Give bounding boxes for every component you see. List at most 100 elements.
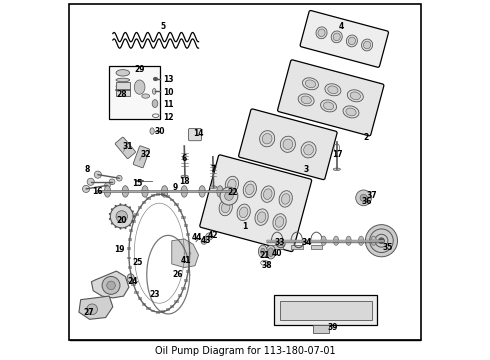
Bar: [184, 224, 188, 227]
FancyBboxPatch shape: [189, 129, 201, 141]
Circle shape: [111, 208, 113, 210]
Bar: [138, 206, 142, 209]
Ellipse shape: [305, 80, 316, 87]
Ellipse shape: [161, 186, 168, 197]
Ellipse shape: [257, 212, 266, 222]
Circle shape: [115, 226, 117, 228]
Bar: [174, 300, 179, 303]
Bar: [151, 310, 155, 312]
Circle shape: [201, 239, 207, 244]
Bar: [109, 66, 160, 119]
Circle shape: [224, 192, 233, 201]
Text: 9: 9: [172, 183, 178, 192]
Text: 15: 15: [133, 179, 143, 188]
Ellipse shape: [199, 186, 205, 197]
Text: 36: 36: [361, 197, 372, 206]
Text: 42: 42: [208, 231, 218, 240]
Ellipse shape: [331, 31, 342, 43]
Text: 10: 10: [163, 88, 173, 97]
Ellipse shape: [261, 248, 265, 255]
Polygon shape: [273, 295, 377, 325]
Ellipse shape: [262, 134, 272, 144]
Circle shape: [133, 215, 135, 217]
Ellipse shape: [243, 181, 256, 198]
Ellipse shape: [260, 131, 275, 147]
Ellipse shape: [325, 84, 341, 96]
Bar: [186, 270, 190, 273]
Ellipse shape: [333, 236, 339, 246]
Text: 1: 1: [243, 222, 247, 231]
Bar: [134, 213, 139, 216]
Text: 37: 37: [367, 190, 377, 199]
Bar: [147, 307, 150, 310]
Ellipse shape: [122, 186, 128, 197]
Text: 24: 24: [127, 277, 138, 286]
Circle shape: [132, 211, 134, 212]
FancyBboxPatch shape: [300, 10, 389, 67]
Text: 28: 28: [117, 90, 127, 99]
Polygon shape: [79, 296, 113, 319]
Ellipse shape: [142, 186, 148, 197]
Text: 21: 21: [259, 251, 270, 260]
Bar: [170, 305, 174, 308]
Ellipse shape: [328, 86, 338, 94]
Circle shape: [87, 178, 94, 185]
Text: 40: 40: [272, 249, 282, 258]
Text: 19: 19: [114, 245, 124, 254]
Polygon shape: [92, 271, 129, 298]
Bar: [166, 309, 170, 311]
Bar: [166, 195, 170, 198]
Ellipse shape: [228, 179, 236, 190]
Bar: [127, 266, 132, 269]
Text: 43: 43: [200, 236, 211, 245]
Ellipse shape: [116, 85, 130, 88]
FancyBboxPatch shape: [277, 60, 384, 136]
Bar: [184, 279, 188, 282]
Bar: [127, 257, 131, 260]
Ellipse shape: [104, 186, 111, 197]
Circle shape: [369, 229, 393, 252]
Circle shape: [115, 205, 117, 207]
Text: 32: 32: [141, 150, 151, 159]
Text: 8: 8: [84, 165, 90, 174]
Ellipse shape: [273, 214, 286, 230]
Bar: [156, 193, 160, 196]
Bar: [178, 209, 182, 212]
Text: 5: 5: [160, 22, 166, 31]
Ellipse shape: [283, 139, 293, 149]
Text: 27: 27: [83, 308, 94, 317]
Ellipse shape: [333, 168, 341, 171]
Ellipse shape: [316, 27, 327, 39]
Bar: [174, 203, 179, 206]
Ellipse shape: [347, 90, 363, 102]
Ellipse shape: [181, 186, 188, 197]
Text: 25: 25: [133, 258, 143, 267]
Circle shape: [129, 206, 131, 208]
Circle shape: [379, 238, 384, 244]
Circle shape: [132, 220, 134, 222]
Bar: [187, 242, 192, 245]
Ellipse shape: [298, 94, 314, 106]
Text: 34: 34: [301, 238, 312, 247]
Text: 41: 41: [181, 256, 191, 265]
Ellipse shape: [318, 29, 325, 37]
Bar: [291, 245, 302, 249]
Ellipse shape: [240, 207, 248, 217]
Polygon shape: [172, 239, 198, 267]
Ellipse shape: [321, 236, 326, 246]
Bar: [181, 287, 186, 290]
Polygon shape: [280, 301, 372, 320]
Bar: [178, 294, 182, 297]
Circle shape: [360, 194, 367, 202]
Text: 38: 38: [261, 261, 272, 270]
Ellipse shape: [280, 136, 295, 152]
Circle shape: [109, 213, 111, 215]
Bar: [129, 229, 133, 231]
Bar: [131, 220, 136, 223]
Text: 17: 17: [333, 150, 343, 159]
Ellipse shape: [346, 35, 357, 47]
Bar: [186, 233, 190, 236]
Text: 20: 20: [117, 216, 127, 225]
Circle shape: [111, 222, 113, 225]
Ellipse shape: [343, 106, 359, 118]
